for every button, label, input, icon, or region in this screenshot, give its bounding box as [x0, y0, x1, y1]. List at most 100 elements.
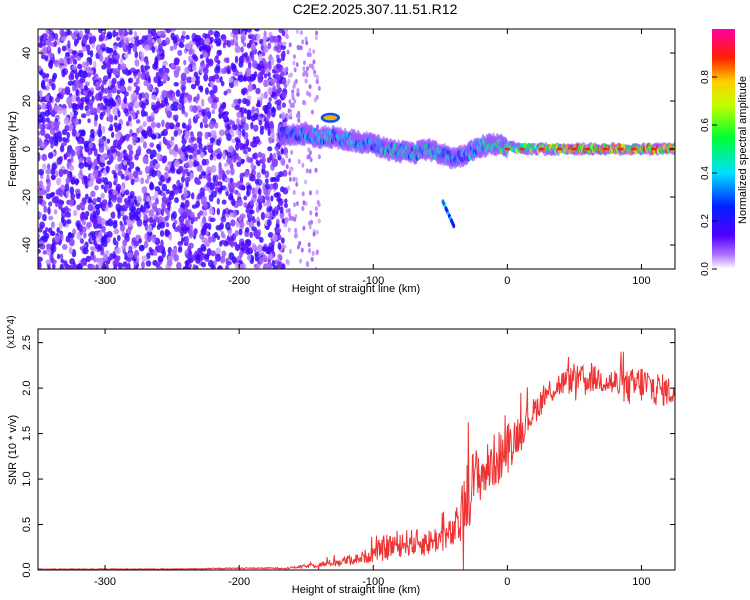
heatmap-noise-cell: [47, 265, 51, 269]
heatmap-noise-cell: [275, 218, 280, 225]
heatmap-noise-cell: [179, 41, 184, 47]
heatmap-noise-cell: [262, 39, 267, 47]
heatmap-fringe-cell: [308, 190, 312, 196]
heatmap-noise-cell: [161, 93, 166, 99]
heatmap-noise-cell: [151, 46, 156, 54]
heatmap-noise-cell: [39, 35, 45, 43]
heatmap-noise-cell: [128, 120, 133, 127]
heatmap-noise-cell: [181, 109, 186, 115]
heatmap-noise-cell: [142, 156, 149, 165]
heatmap-noise-cell: [127, 85, 132, 92]
heatmap-fringe-cell: [305, 168, 309, 174]
heatmap-noise-cell: [40, 53, 45, 60]
heatmap-noise-cell: [105, 264, 109, 269]
heatmap-noise-cell: [247, 84, 254, 92]
heatmap-noise-cell: [256, 171, 261, 180]
heatmap-noise-cell: [65, 190, 70, 198]
heatmap-noise-cell: [79, 202, 84, 208]
heatmap-noise-cell: [194, 34, 200, 43]
heatmap-noise-cell: [45, 95, 50, 102]
heatmap-noise-cell: [219, 255, 226, 264]
heatmap-noise-cell: [249, 73, 256, 82]
heatmap-noise-cell: [199, 210, 204, 216]
heatmap-fringe-cell: [295, 29, 299, 35]
heatmap-fringe-cell: [308, 248, 312, 254]
heatmap-noise-cell: [248, 209, 255, 215]
heatmap-noise-cell: [225, 221, 231, 231]
heatmap-fringe-cell: [290, 215, 294, 221]
heatmap-peak-cell: [584, 147, 591, 151]
heatmap-noise-cell: [266, 261, 271, 269]
heatmap-noise-cell: [122, 261, 128, 268]
heatmap-noise-cell: [102, 79, 107, 85]
heatmap-noise-cell: [55, 96, 61, 103]
heatmap-noise-cell: [284, 198, 288, 204]
heatmap-noise-cell: [69, 124, 74, 130]
heatmap-noise-cell: [115, 31, 119, 37]
heatmap-noise-cell: [38, 168, 45, 176]
heatmap-noise-cell: [99, 258, 104, 266]
heatmap-noise-cell: [267, 129, 271, 137]
heatmap-noise-cell: [164, 215, 169, 222]
heatmap-noise-cell: [138, 93, 143, 101]
heatmap-noise-cell: [51, 263, 56, 269]
heatmap-noise-cell: [196, 135, 203, 144]
heatmap-fringe-cell: [315, 189, 319, 195]
heatmap-noise-cell: [216, 37, 222, 46]
heatmap-noise-cell: [138, 238, 142, 244]
heatmap-noise-cell: [143, 80, 149, 87]
heatmap-noise-cell: [168, 148, 175, 155]
heatmap-noise-cell: [151, 202, 157, 211]
heatmap-noise-cell: [234, 45, 241, 54]
heatmap-noise-cell: [223, 66, 228, 74]
heatmap-noise-cell: [231, 198, 236, 207]
heatmap-fringe-cell: [287, 185, 291, 191]
heatmap-noise-cell: [114, 177, 118, 184]
heatmap-noise-cell: [258, 202, 262, 211]
heatmap-noise-cell: [38, 118, 43, 123]
heatmap-noise-cell: [185, 145, 190, 151]
heatmap-noise-cell: [181, 30, 186, 36]
heatmap-noise-cell: [48, 136, 53, 144]
heatmap-noise-cell: [249, 199, 255, 206]
heatmap-noise-cell: [235, 138, 241, 144]
heatmap-noise-cell: [113, 194, 117, 201]
heatmap-noise-cell: [78, 118, 82, 125]
heatmap-noise-cell: [109, 47, 114, 53]
heatmap-noise-cell: [42, 163, 47, 171]
heatmap-noise-cell: [103, 177, 109, 186]
heatmap-noise-cell: [68, 73, 75, 81]
y-tick-label: 1.5: [21, 426, 33, 441]
heatmap-noise-cell: [143, 57, 148, 63]
heatmap-noise-cell: [274, 42, 278, 47]
heatmap-fringe-cell: [294, 227, 298, 233]
heatmap-noise-cell: [120, 185, 125, 194]
heatmap-fringe-cell: [314, 35, 318, 41]
heatmap-noise-cell: [154, 162, 161, 169]
heatmap-noise-cell: [39, 221, 46, 229]
heatmap-noise-cell: [73, 38, 78, 47]
heatmap-noise-cell: [62, 107, 67, 116]
heatmap-noise-cell: [267, 42, 272, 50]
heatmap-noise-cell: [261, 51, 266, 57]
heatmap-noise-cell: [207, 111, 212, 120]
heatmap-noise-cell: [186, 94, 193, 101]
heatmap-noise-cell: [221, 250, 227, 258]
heatmap-noise-cell: [272, 78, 278, 83]
heatmap-noise-cell: [149, 160, 154, 167]
heatmap-noise-cell: [168, 89, 174, 95]
heatmap-noise-cell: [161, 183, 168, 192]
heatmap-noise-cell: [47, 206, 51, 215]
heatmap-noise-cell: [108, 97, 115, 105]
heatmap-noise-cell: [228, 77, 234, 83]
heatmap-fringe-cell: [309, 157, 313, 163]
heatmap-fringe-cell: [308, 52, 312, 58]
heatmap-noise-cell: [263, 188, 269, 196]
heatmap-noise-cell: [106, 31, 113, 39]
heatmap-noise-cell: [74, 178, 79, 186]
heatmap-noise-cell: [141, 186, 148, 195]
heatmap-noise-cell: [96, 196, 102, 203]
heatmap-fringe-cell: [288, 42, 292, 48]
heatmap-noise-cell: [188, 242, 194, 249]
heatmap-noise-cell: [202, 216, 207, 225]
